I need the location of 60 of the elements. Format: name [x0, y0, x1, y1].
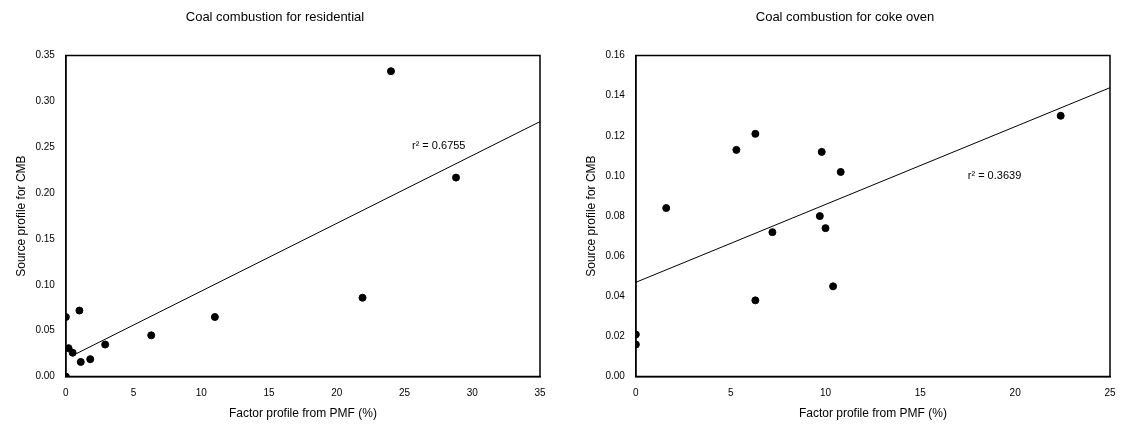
y-tick-label: 0.35 — [35, 49, 56, 61]
point — [768, 228, 777, 237]
x-axis-title: Factor profile from PMF (%) — [798, 406, 947, 421]
y-tick-label: 0.25 — [35, 141, 56, 153]
x-tick-label: 35 — [534, 387, 546, 399]
point — [386, 67, 395, 76]
y-tick-label: 0.02 — [605, 330, 626, 342]
point — [68, 348, 77, 357]
y-tick-label: 0.00 — [35, 370, 56, 382]
point — [452, 173, 461, 182]
point — [829, 282, 838, 291]
x-tick-label: 20 — [331, 387, 343, 399]
point — [147, 331, 156, 340]
x-tick-label: 25 — [1104, 387, 1116, 399]
y-tick-label: 0.14 — [605, 89, 626, 101]
y-tick-label: 0.06 — [605, 249, 626, 261]
x-tick-label: 0 — [63, 387, 70, 399]
point — [751, 296, 760, 305]
y-tick-label: 0.20 — [35, 186, 56, 198]
y-tick-label: 0.16 — [605, 49, 626, 61]
x-tick-label: 0 — [633, 387, 640, 399]
point — [815, 212, 824, 221]
point — [1056, 111, 1065, 120]
x-tick-label: 15 — [263, 387, 276, 399]
annotation: r² = 0.6755 — [411, 138, 466, 151]
y-tick-label: 0.05 — [35, 324, 56, 336]
point — [101, 340, 110, 349]
annotation: r² = 0.3639 — [967, 169, 1022, 182]
x-tick-label: 30 — [466, 387, 479, 399]
x-tick-label: 10 — [819, 387, 832, 399]
y-tick-label: 0.00 — [605, 370, 626, 382]
point — [86, 355, 95, 364]
y-axis-title: Source profile for CMB — [583, 155, 598, 277]
y-axis-title: Source profile for CMB — [13, 155, 28, 277]
chart-title: Coal combustion for residential — [185, 9, 365, 25]
point — [358, 293, 367, 302]
point — [210, 312, 219, 321]
y-tick-label: 0.10 — [35, 278, 56, 290]
x-tick-label: 25 — [398, 387, 411, 399]
y-tick-label: 0.04 — [605, 290, 626, 302]
point — [662, 204, 671, 213]
x-axis-title: Factor profile from PMF (%) — [228, 406, 377, 421]
point — [821, 224, 830, 233]
chart-title: Coal combustion for coke oven — [755, 9, 935, 25]
y-tick-label: 0.30 — [35, 95, 56, 107]
x-tick-label: 5 — [130, 387, 137, 399]
y-tick-label: 0.15 — [35, 232, 56, 244]
point — [75, 306, 84, 315]
x-tick-label: 5 — [727, 387, 734, 399]
y-tick-label: 0.10 — [605, 169, 626, 181]
y-tick-label: 0.08 — [605, 209, 626, 221]
point — [817, 147, 826, 156]
point — [76, 357, 85, 366]
x-tick-label: 15 — [914, 387, 927, 399]
point — [751, 129, 760, 138]
x-tick-label: 20 — [1009, 387, 1022, 399]
point — [732, 145, 741, 154]
y-tick-label: 0.12 — [605, 129, 626, 141]
x-tick-label: 10 — [195, 387, 208, 399]
point — [836, 167, 845, 176]
